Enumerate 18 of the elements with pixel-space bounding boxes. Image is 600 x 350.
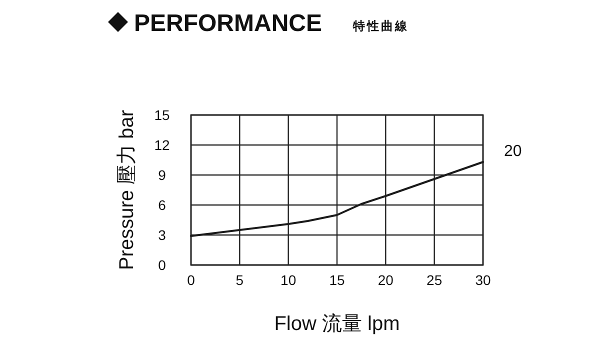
x-tick-label: 15 (329, 272, 345, 288)
annotation: 20 (504, 143, 522, 160)
y-tick-label: 0 (158, 257, 166, 273)
x-tick-label: 20 (378, 272, 394, 288)
y-tick-label: 9 (158, 167, 166, 183)
x-tick-label: 25 (426, 272, 442, 288)
x-tick-label: 30 (475, 272, 491, 288)
y-tick-label: 3 (158, 227, 166, 243)
y-tick-label: 6 (158, 197, 166, 213)
chart-subtitle: 特性曲線 (352, 19, 409, 33)
chart-title: PERFORMANCE (134, 10, 322, 37)
y-tick-label: 15 (154, 107, 170, 123)
x-tick-label: 5 (236, 272, 244, 288)
x-tick-label: 10 (280, 272, 296, 288)
x-axis-title: Flow 流量 lpm (274, 313, 400, 335)
x-tick-label: 0 (187, 272, 196, 288)
y-axis-title: Pressure 壓力 bar (116, 110, 138, 270)
y-tick-label: 12 (154, 137, 170, 153)
